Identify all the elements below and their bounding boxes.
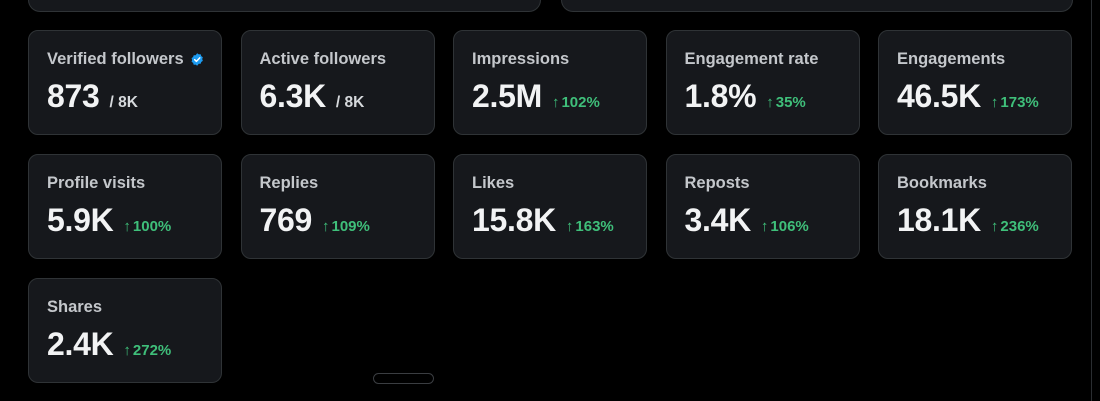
metric-card-bookmarks[interactable]: Bookmarks 18.1K ↑ 236% [878, 154, 1072, 259]
metric-value-row: 3.4K ↑ 106% [685, 202, 842, 239]
metric-value: 2.5M [472, 78, 542, 114]
metric-card-profile-visits[interactable]: Profile visits 5.9K ↑ 100% [28, 154, 222, 259]
panel-edge-divider [1091, 0, 1092, 401]
metric-title: Replies [260, 173, 417, 193]
arrow-up-icon: ↑ [990, 94, 999, 111]
metric-change-value: 106% [770, 218, 809, 235]
arrow-up-icon: ↑ [322, 218, 330, 235]
metric-change-value: 173% [1000, 94, 1039, 111]
arrow-up-icon: ↑ [766, 94, 774, 111]
metric-change-value: 102% [561, 94, 600, 111]
metric-card-active-followers[interactable]: Active followers 6.3K / 8K [240, 30, 435, 135]
metric-label: Engagement rate [684, 49, 819, 68]
metric-value: 1.8% [684, 78, 757, 114]
metric-change-value: 109% [331, 218, 370, 235]
metric-label: Engagements [897, 49, 1006, 68]
metric-label: Bookmarks [897, 173, 987, 192]
arrow-up-icon: ↑ [123, 218, 131, 235]
metric-title: Engagements [897, 49, 1054, 69]
top-card-left[interactable] [28, 0, 541, 12]
metric-value: 15.8K [472, 202, 556, 238]
metric-card-shares[interactable]: Shares 2.4K ↑ 272% [28, 278, 222, 383]
arrow-up-icon: ↑ [123, 342, 131, 359]
metric-value: 18.1K [897, 202, 981, 238]
metric-change-value: 163% [575, 218, 614, 235]
arrow-up-icon: ↑ [990, 218, 999, 235]
metric-change-value: 35% [775, 94, 806, 111]
metric-value-row: 15.8K ↑ 163% [472, 202, 629, 239]
metric-change: ↑ 236% [991, 218, 1039, 235]
metric-change: ↑ 100% [123, 218, 171, 235]
metric-value: 769 [259, 202, 313, 238]
metric-value-row: 46.5K ↑ 173% [897, 78, 1054, 115]
metric-change: ↑ 109% [322, 218, 370, 235]
metric-title: Verified followers [47, 49, 204, 69]
metrics-grid: Verified followers 873 / 8K Active follo… [28, 30, 1072, 383]
metric-value-row: 6.3K / 8K [260, 78, 417, 115]
metric-value-row: 18.1K ↑ 236% [897, 202, 1054, 239]
metric-label: Verified followers [47, 49, 184, 68]
metric-change-value: 272% [132, 342, 172, 359]
metric-card-replies[interactable]: Replies 769 ↑ 109% [240, 154, 435, 259]
metric-title: Reposts [685, 173, 842, 193]
metric-label: Active followers [259, 49, 387, 68]
metric-title: Bookmarks [897, 173, 1054, 193]
metric-suffix: / 8K [335, 94, 365, 111]
metric-change: ↑ 163% [566, 218, 614, 235]
metric-title: Profile visits [47, 173, 204, 193]
metric-value-row: 5.9K ↑ 100% [47, 202, 204, 239]
metric-label: Likes [472, 173, 515, 192]
metric-value: 46.5K [897, 78, 981, 114]
metric-value-row: 769 ↑ 109% [260, 202, 417, 239]
metric-title: Active followers [260, 49, 417, 69]
metric-value: 2.4K [47, 326, 114, 362]
metric-card-engagements[interactable]: Engagements 46.5K ↑ 173% [878, 30, 1072, 135]
metric-value-row: 1.8% ↑ 35% [685, 78, 842, 115]
metric-card-impressions[interactable]: Impressions 2.5M ↑ 102% [453, 30, 647, 135]
metric-title: Impressions [472, 49, 629, 69]
metric-change: ↑ 173% [991, 94, 1039, 111]
metric-card-engagement-rate[interactable]: Engagement rate 1.8% ↑ 35% [665, 30, 860, 135]
metric-value: 873 [47, 78, 100, 114]
arrow-up-icon: ↑ [551, 94, 560, 111]
metric-change: ↑ 102% [552, 94, 600, 111]
metric-title: Shares [47, 297, 204, 317]
metric-value-row: 873 / 8K [47, 78, 204, 115]
verified-badge-icon [191, 52, 203, 66]
metric-card-reposts[interactable]: Reposts 3.4K ↑ 106% [665, 154, 860, 259]
metric-card-likes[interactable]: Likes 15.8K ↑ 163% [453, 154, 647, 259]
metric-suffix: / 8K [109, 94, 138, 111]
metric-value-row: 2.4K ↑ 272% [47, 326, 204, 363]
metric-change: ↑ 272% [123, 342, 171, 359]
metric-change: ↑ 106% [761, 218, 809, 235]
metric-label: Reposts [684, 173, 750, 192]
metric-change-value: 236% [1000, 218, 1039, 235]
metric-value-row: 2.5M ↑ 102% [472, 78, 629, 115]
metric-label: Profile visits [47, 173, 146, 192]
metric-change-value: 100% [132, 218, 172, 235]
metric-label: Replies [259, 173, 319, 192]
arrow-up-icon: ↑ [760, 218, 769, 235]
metric-label: Shares [47, 297, 103, 316]
metric-value: 3.4K [684, 202, 752, 238]
metric-value: 5.9K [47, 202, 114, 238]
metric-label: Impressions [472, 49, 570, 68]
metric-card-verified-followers[interactable]: Verified followers 873 / 8K [28, 30, 222, 135]
drag-handle[interactable] [373, 373, 434, 384]
top-card-right[interactable] [561, 0, 1073, 12]
arrow-up-icon: ↑ [565, 218, 574, 235]
metric-title: Engagement rate [685, 49, 842, 69]
metric-value: 6.3K [259, 78, 327, 114]
metric-change: ↑ 35% [766, 94, 806, 111]
metric-title: Likes [472, 173, 629, 193]
